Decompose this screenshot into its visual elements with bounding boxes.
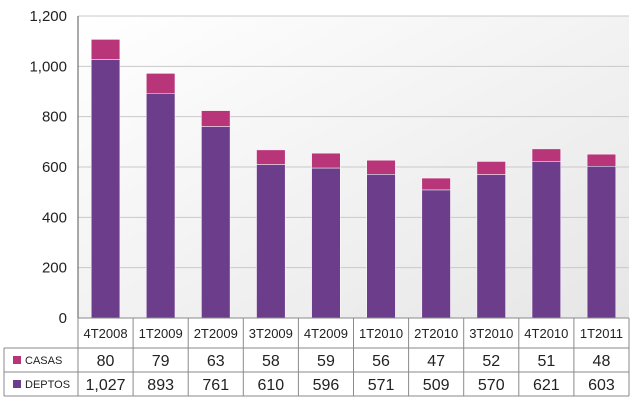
bar-casas (256, 149, 286, 165)
x-tick-label: 4T2009 (304, 326, 348, 341)
bar-deptos (531, 161, 561, 319)
y-tick-label: 200 (42, 260, 67, 277)
bar-deptos (311, 167, 341, 319)
bar-deptos (90, 59, 121, 319)
x-tick-label: 2T2009 (194, 326, 238, 341)
x-tick-label: 3T2010 (469, 326, 513, 341)
legend-label-deptos: DEPTOS (25, 379, 70, 391)
x-tick-label: 3T2009 (249, 326, 293, 341)
table-value-casas: 56 (372, 353, 390, 370)
table-value-casas: 79 (152, 353, 170, 370)
table-value-casas: 59 (317, 353, 335, 370)
bar-deptos (586, 165, 617, 319)
table-value-deptos: 571 (368, 377, 395, 394)
table-value-casas: 52 (482, 353, 500, 370)
bar-casas (586, 153, 617, 167)
table-value-deptos: 509 (423, 377, 450, 394)
table-value-deptos: 1,027 (86, 377, 126, 394)
bar-deptos (366, 174, 396, 319)
bar-casas (90, 39, 121, 60)
bar-casas (366, 159, 396, 175)
table-value-casas: 80 (97, 353, 115, 370)
table-value-deptos: 761 (202, 377, 229, 394)
y-tick-label: 600 (42, 159, 67, 176)
bar-deptos (476, 174, 506, 319)
table-value-casas: 48 (593, 353, 611, 370)
table-value-deptos: 570 (478, 377, 505, 394)
legend-label-casas: CASAS (25, 355, 62, 367)
table-value-deptos: 610 (257, 377, 284, 394)
bar-deptos (256, 164, 286, 319)
x-tick-label: 1T2009 (139, 326, 183, 341)
table-value-casas: 58 (262, 353, 280, 370)
x-tick-label: 1T2010 (359, 326, 403, 341)
y-tick-label: 1,000 (29, 58, 67, 75)
table-value-deptos: 621 (533, 377, 560, 394)
table-value-deptos: 603 (588, 377, 615, 394)
legend-swatch-casas (13, 356, 21, 364)
bar-deptos (146, 93, 176, 319)
y-tick-label: 400 (42, 209, 67, 226)
bar-casas (531, 148, 561, 162)
table-value-deptos: 596 (313, 377, 340, 394)
bar-casas (146, 73, 176, 94)
y-tick-label: 800 (42, 109, 67, 126)
x-tick-label: 1T2011 (580, 326, 623, 341)
x-tick-label: 4T2008 (84, 326, 128, 341)
y-tick-label: 1,200 (29, 8, 67, 25)
table-value-casas: 47 (427, 353, 445, 370)
bar-casas (311, 152, 341, 169)
y-tick-label: 0 (59, 310, 67, 327)
bar-casas (476, 161, 506, 175)
x-tick-label: 4T2010 (524, 326, 568, 341)
table-value-casas: 51 (537, 353, 555, 370)
table-value-deptos: 893 (147, 377, 174, 394)
bar-casas (201, 110, 231, 127)
bar-deptos (421, 189, 451, 319)
bar-deptos (201, 126, 231, 319)
legend-swatch-deptos (13, 380, 21, 388)
table-value-casas: 63 (207, 353, 225, 370)
bar-casas (421, 177, 451, 191)
x-tick-label: 2T2010 (414, 326, 458, 341)
